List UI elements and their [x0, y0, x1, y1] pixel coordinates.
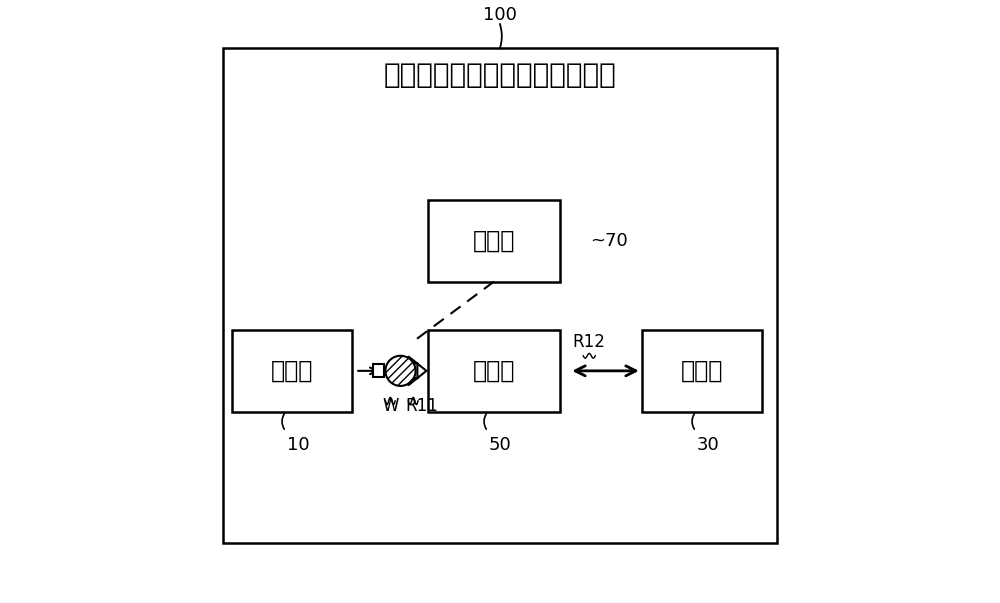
Text: 测定部: 测定部 — [473, 359, 515, 383]
Bar — [373, 364, 384, 377]
FancyArrow shape — [408, 356, 426, 385]
Text: 50: 50 — [489, 436, 511, 453]
Bar — [428, 330, 560, 411]
Circle shape — [385, 356, 416, 386]
Text: 半导体晶片的厚度分布测定系统: 半导体晶片的厚度分布测定系统 — [384, 62, 616, 89]
Bar — [428, 201, 560, 282]
Text: 搬入部: 搬入部 — [473, 229, 515, 253]
Text: R11: R11 — [405, 397, 438, 415]
Text: 100: 100 — [483, 6, 517, 24]
Text: W: W — [382, 397, 399, 415]
Bar — [223, 48, 777, 543]
Bar — [232, 330, 352, 411]
Text: R12: R12 — [573, 333, 606, 351]
Text: 保管部: 保管部 — [681, 359, 723, 383]
Text: 10: 10 — [287, 436, 309, 453]
Text: 搬运部: 搬运部 — [271, 359, 313, 383]
Text: ~70: ~70 — [590, 232, 628, 250]
Bar — [642, 330, 762, 411]
Text: 30: 30 — [697, 436, 719, 453]
